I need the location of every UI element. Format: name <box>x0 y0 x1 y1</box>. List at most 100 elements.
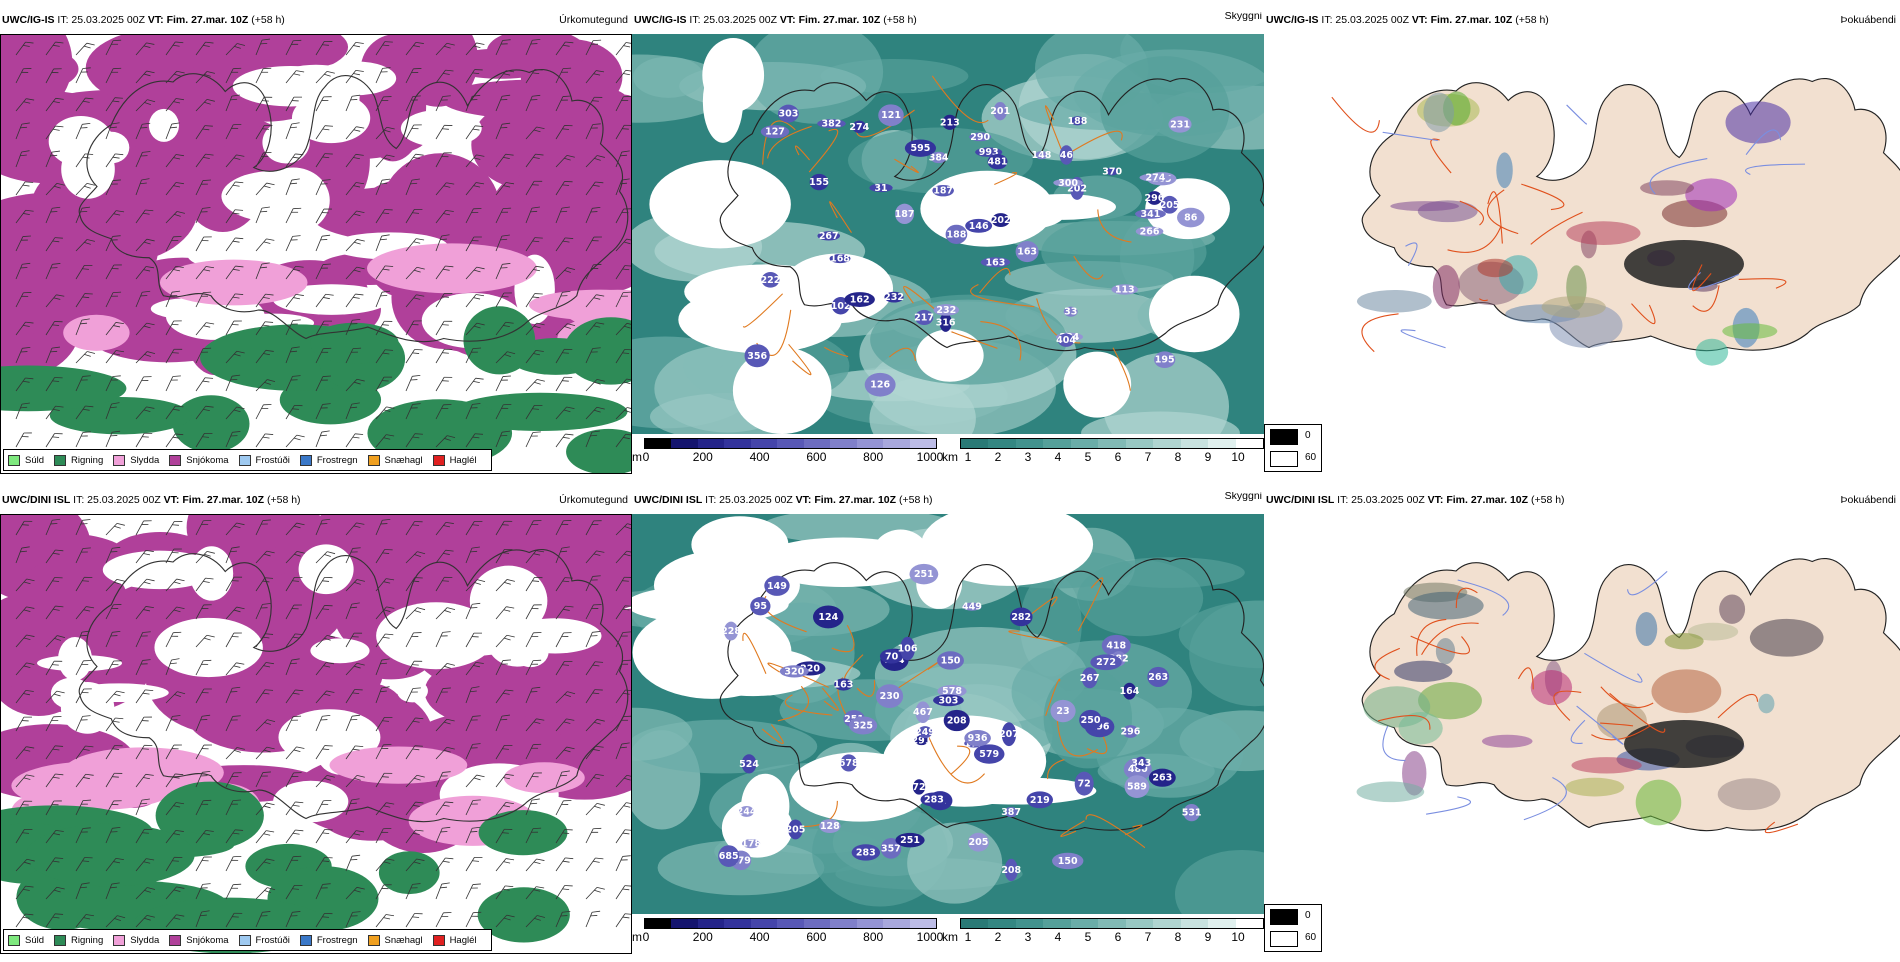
wind-barb-icon <box>555 546 570 564</box>
road-line <box>1455 587 1478 609</box>
visibility-color-step <box>988 439 1016 448</box>
wind-barb-icon <box>525 322 545 336</box>
wind-barb-icon <box>615 689 631 704</box>
fog-map[interactable] <box>1264 514 1900 914</box>
wind-barb-icon <box>555 41 574 56</box>
road-line <box>1631 303 1656 325</box>
precip-map[interactable]: Súld Rigning Slydda Snjókoma Frostúði Frostre… <box>0 514 632 954</box>
precip-legend-item: Frostúði <box>238 454 290 466</box>
wind-barb-icon <box>195 153 214 168</box>
wind-barb-icon <box>585 604 602 620</box>
wind-barb-icon <box>195 551 215 564</box>
fog-legend-swatch <box>1270 451 1298 467</box>
legend-swatch <box>432 454 445 466</box>
wind-barb-icon <box>75 351 96 364</box>
road-line <box>1447 225 1502 253</box>
wind-barb-icon <box>195 799 212 816</box>
vt-prefix: VT: <box>779 14 796 26</box>
dry-area <box>148 108 179 142</box>
wind-barb-icon <box>435 687 451 704</box>
road-line <box>1416 618 1447 656</box>
wind-barb-icon <box>465 236 482 252</box>
terrain-height-area <box>750 597 771 616</box>
init-time: IT: 25.03.2025 00Z <box>1321 14 1409 26</box>
visibility-color-step <box>1070 439 1099 448</box>
visibility-color-step <box>1235 439 1263 448</box>
wind-barb-icon <box>525 577 543 592</box>
fog-area <box>1530 670 1573 706</box>
wind-barb-icon <box>45 773 64 788</box>
fog-area <box>1664 632 1704 650</box>
elevation-label: 274 <box>849 122 869 133</box>
fog-area <box>1407 591 1484 620</box>
height-tick: 800 <box>863 450 884 464</box>
visibility-area <box>632 707 693 761</box>
wind-barb-icon <box>45 97 64 112</box>
wind-barb-icon <box>135 238 155 252</box>
wind-barb-icon <box>15 800 33 816</box>
wind-barb-icon <box>375 578 395 592</box>
terrain-height-area <box>943 709 970 732</box>
terrain-height-area <box>969 132 992 142</box>
wind-barb-icon <box>45 377 63 392</box>
fog-map[interactable] <box>1264 34 1900 434</box>
wind-barb-icon <box>165 856 183 872</box>
wind-barb-icon <box>15 774 35 788</box>
snow-area <box>1 192 142 273</box>
fog-area <box>1651 669 1722 714</box>
wind-barb-icon <box>195 744 212 760</box>
visibility-map[interactable]: 2341652053703842323039931872023122218811… <box>632 34 1264 434</box>
wind-barb-icon <box>465 42 485 56</box>
road-line <box>903 286 941 314</box>
visibility-area <box>1103 352 1230 434</box>
visibility-color-step <box>1043 439 1071 448</box>
wind-barb-icon <box>525 550 545 564</box>
model-name: UWC/IG-IS <box>634 14 687 26</box>
wind-barb-icon <box>225 181 244 196</box>
wind-barb-icon <box>375 434 395 448</box>
wind-barb-icon <box>525 180 543 196</box>
wind-barb-icon <box>195 432 213 448</box>
wind-barb-icon <box>525 206 540 224</box>
model-name: UWC/DINI ISL <box>634 494 703 506</box>
precip-map[interactable]: Súld Rigning Slydda Snjókoma Frostúði Frostre… <box>0 34 632 474</box>
road-line <box>950 745 971 775</box>
wind-barb-icon <box>375 406 395 420</box>
model-name: UWC/DINI ISL <box>1266 494 1335 506</box>
wind-barb-icon <box>525 858 545 872</box>
road-line <box>894 158 919 174</box>
height-color-step <box>909 439 936 448</box>
wind-barb-icon <box>615 913 631 928</box>
wind-barb-icon <box>525 69 543 84</box>
terrain-height-area <box>1148 768 1176 787</box>
terrain-height-area <box>764 575 790 596</box>
wind-barb-icon <box>105 97 123 112</box>
river-line <box>1626 570 1668 596</box>
wind-barb-icon <box>315 883 331 900</box>
wind-barb-icon <box>105 690 125 704</box>
terrain-height-area <box>895 203 915 224</box>
wind-barb-icon <box>45 857 64 872</box>
wind-barb-icon <box>495 234 510 252</box>
elevation-label: 320 <box>784 666 804 677</box>
terrain-height-area <box>1090 654 1122 671</box>
wind-barb-icon <box>345 745 364 760</box>
elevation-label: 102 <box>831 301 851 312</box>
wind-barb-icon <box>135 376 152 392</box>
visibility-map[interactable]: 4182821631793872305782962916783032052217… <box>632 514 1264 914</box>
visibility-color-step <box>1208 919 1236 928</box>
wind-barb-icon <box>615 42 631 56</box>
wind-barb-icon <box>465 347 482 364</box>
legend-swatch <box>238 454 251 466</box>
elevation-label: 230 <box>880 691 900 702</box>
terrain-height-area <box>932 184 954 197</box>
wind-barb-icon <box>345 911 361 928</box>
elevation-label: 208 <box>947 715 967 726</box>
terrain-height-area <box>851 844 881 861</box>
wind-barb-icon <box>615 742 630 760</box>
wind-barb-icon <box>285 522 305 536</box>
fog-legend: 0 60 <box>1264 904 1322 952</box>
wind-barb-icon <box>75 431 91 448</box>
wind-barb-icon <box>15 98 35 112</box>
legend-label: Frostúði <box>255 934 290 946</box>
